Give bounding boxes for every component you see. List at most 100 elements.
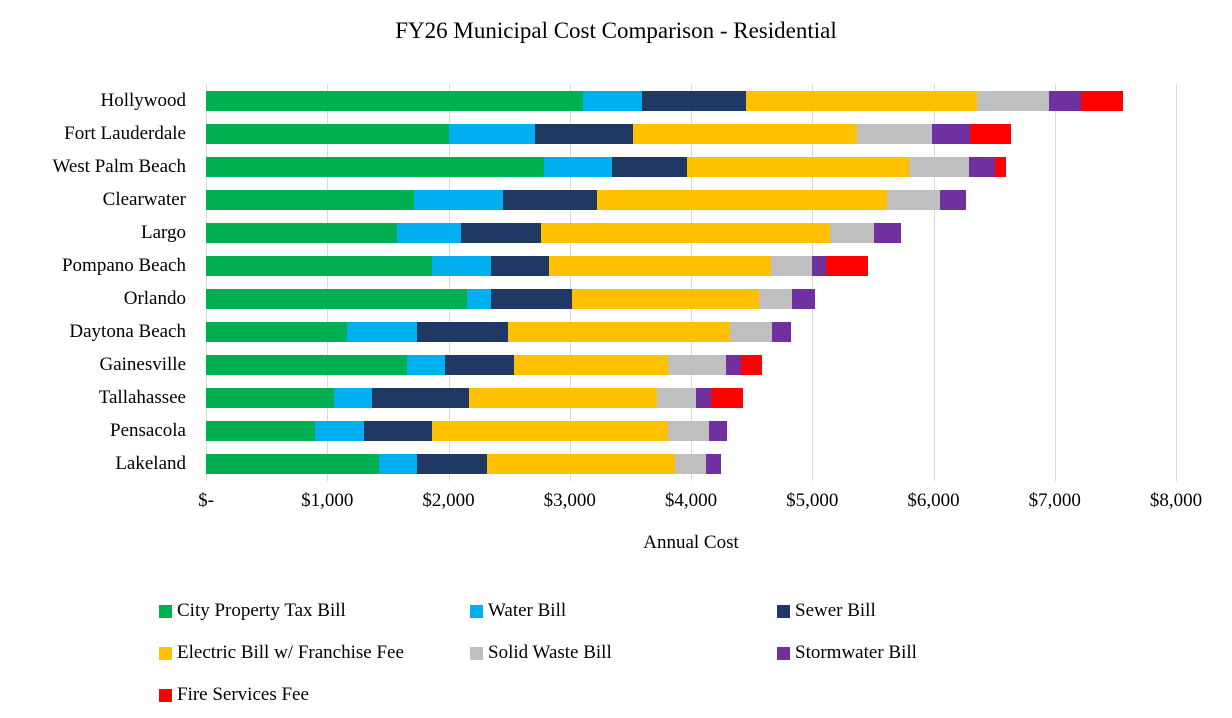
legend-label: Solid Waste Bill	[488, 642, 612, 663]
bar-segment-fire-services-fee	[1080, 90, 1124, 111]
bar-segment-water-bill	[396, 222, 462, 243]
bar-segment-stormwater-bill	[791, 289, 815, 310]
legend-item: Solid Waste Bill	[470, 642, 612, 664]
bar-row	[206, 189, 967, 210]
bar-segment-sewer-bill	[503, 189, 598, 210]
bar-row	[206, 355, 763, 376]
x-axis-ticks: $- $1,000 $2,000 $3,000 $4,000 $5,000 $6,000 $7…	[198, 490, 1202, 514]
legend-swatch-icon	[159, 688, 172, 702]
bar-segment-water-bill	[379, 454, 417, 475]
bar-segment-water-bill	[583, 90, 643, 111]
x-tick-label: $4,000	[664, 490, 718, 511]
bar-segment-solid-waste-bill	[729, 322, 773, 343]
category-label: Daytona Beach	[69, 321, 186, 343]
bar-segment-solid-waste-bill	[857, 123, 932, 144]
legend-item: Fire Services Fee	[159, 684, 309, 706]
bar-segment-sewer-bill	[372, 388, 470, 409]
bar-segment-stormwater-bill	[969, 156, 996, 177]
gridline	[569, 84, 571, 481]
category-label: Largo	[140, 221, 186, 243]
bar-segment-electric-bill-w-franchise-fee	[686, 156, 910, 177]
category-label: West Palm Beach	[52, 155, 186, 177]
bar-segment-sewer-bill	[642, 90, 747, 111]
legend-label: Electric Bill w/ Franchise Fee	[177, 642, 404, 663]
bar-segment-solid-waste-bill	[675, 454, 706, 475]
bar-row	[206, 388, 744, 409]
bar-segment-stormwater-bill	[726, 355, 741, 376]
bar-row	[206, 90, 1124, 111]
bar-segment-water-bill	[448, 123, 535, 144]
bar-segment-water-bill	[315, 421, 365, 442]
category-label: Pompano Beach	[61, 254, 186, 276]
value-axis-line	[206, 84, 207, 481]
bar-segment-fire-services-fee	[710, 388, 744, 409]
legend-swatch-icon	[470, 604, 483, 618]
legend-label: Stormwater Bill	[795, 642, 917, 663]
category-label: Orlando	[123, 288, 186, 310]
legend-swatch-icon	[159, 604, 172, 618]
gridline	[812, 84, 814, 481]
bar-segment-sewer-bill	[612, 156, 687, 177]
bar-segment-city-property-tax-bill	[206, 255, 433, 276]
bar-segment-water-bill	[544, 156, 613, 177]
legend-label: City Property Tax Bill	[177, 600, 346, 621]
bar-segment-solid-waste-bill	[977, 90, 1050, 111]
gridline	[448, 84, 450, 481]
x-tick-label: $7,000	[1028, 490, 1081, 511]
bar-segment-electric-bill-w-franchise-fee	[486, 454, 676, 475]
category-label: Lakeland	[115, 453, 186, 475]
bar-segment-stormwater-bill	[772, 322, 791, 343]
x-tick-label: $2,000	[422, 490, 475, 511]
bar-segment-sewer-bill	[490, 255, 550, 276]
bar-segment-city-property-tax-bill	[206, 90, 584, 111]
bar-segment-electric-bill-w-franchise-fee	[507, 322, 730, 343]
bar-segment-electric-bill-w-franchise-fee	[632, 123, 858, 144]
bar-segment-city-property-tax-bill	[206, 454, 380, 475]
bar-row	[206, 289, 815, 310]
x-tick-label: $-	[198, 490, 214, 511]
bar-segment-stormwater-bill	[1049, 90, 1081, 111]
legend-swatch-icon	[777, 646, 790, 660]
bar-segment-solid-waste-bill	[657, 388, 696, 409]
bar-segment-city-property-tax-bill	[206, 388, 334, 409]
x-tick-label: $3,000	[543, 490, 596, 511]
bar-segment-solid-waste-bill	[770, 255, 813, 276]
bar-segment-sewer-bill	[416, 322, 508, 343]
legend-label: Sewer Bill	[795, 600, 876, 621]
x-axis-title: Annual Cost	[643, 532, 739, 553]
bar-segment-city-property-tax-bill	[206, 123, 449, 144]
bar-segment-fire-services-fee	[995, 156, 1007, 177]
category-label: Gainesville	[99, 354, 186, 376]
bar-row	[206, 322, 791, 343]
bar-segment-sewer-bill	[364, 421, 433, 442]
category-label: Tallahassee	[98, 387, 186, 409]
bar-segment-water-bill	[466, 289, 491, 310]
bar-segment-sewer-bill	[416, 454, 487, 475]
legend-swatch-icon	[159, 646, 172, 660]
gridline	[933, 84, 935, 481]
bar-segment-fire-services-fee	[826, 255, 868, 276]
gridline	[1054, 84, 1056, 481]
x-tick-label: $1,000	[301, 490, 354, 511]
legend-item: Sewer Bill	[777, 600, 876, 622]
bar-segment-city-property-tax-bill	[206, 289, 467, 310]
bar-segment-solid-waste-bill	[667, 421, 710, 442]
bar-segment-water-bill	[413, 189, 504, 210]
bar-segment-sewer-bill	[490, 289, 573, 310]
bar-row	[206, 255, 868, 276]
bar-segment-electric-bill-w-franchise-fee	[746, 90, 978, 111]
bar-segment-city-property-tax-bill	[206, 421, 316, 442]
bar-segment-water-bill	[432, 255, 491, 276]
bar-segment-stormwater-bill	[695, 388, 711, 409]
legend-item: Electric Bill w/ Franchise Fee	[159, 642, 404, 664]
bar-segment-stormwater-bill	[874, 222, 902, 243]
bar-segment-electric-bill-w-franchise-fee	[597, 189, 888, 210]
category-label: Pensacola	[110, 420, 186, 442]
bar-segment-electric-bill-w-franchise-fee	[572, 289, 759, 310]
bar-segment-fire-services-fee	[740, 355, 763, 376]
legend-item: Stormwater Bill	[777, 642, 917, 664]
category-label: Fort Lauderdale	[64, 122, 186, 144]
bar-segment-city-property-tax-bill	[206, 189, 414, 210]
category-label: Clearwater	[102, 188, 186, 210]
gridline	[691, 84, 692, 481]
